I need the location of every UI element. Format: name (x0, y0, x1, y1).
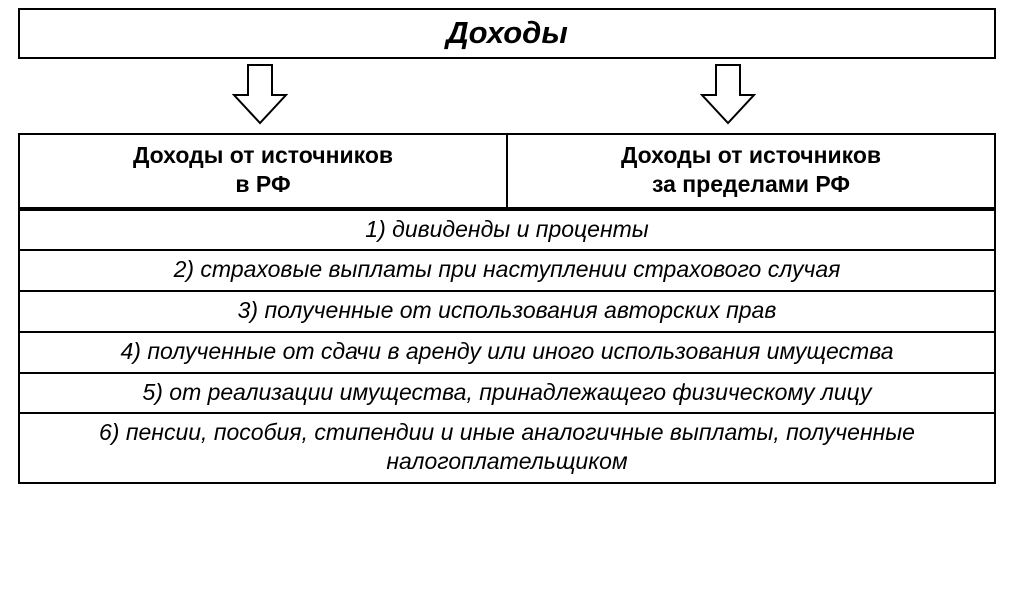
header-left-line2: в РФ (235, 171, 290, 197)
table-row: 3) полученные от использования авторских… (20, 290, 994, 331)
table-row: 5) от реализации имущества, принадлежаще… (20, 372, 994, 413)
arrow-down-icon (698, 63, 758, 125)
title-text: Доходы (446, 15, 568, 50)
header-right: Доходы от источников за пределами РФ (506, 135, 994, 207)
table-row: 1) дивиденды и проценты (20, 209, 994, 250)
diagram-root: Доходы Доходы от источников в РФ Доходы … (0, 0, 1014, 589)
content-table: Доходы от источников в РФ Доходы от исто… (18, 133, 996, 484)
header-left-line1: Доходы от источников (133, 142, 393, 168)
header-row: Доходы от источников в РФ Доходы от исто… (20, 135, 994, 209)
table-row: 6) пенсии, пособия, стипендии и иные ана… (20, 412, 994, 482)
table-row: 2) страховые выплаты при наступлении стр… (20, 249, 994, 290)
arrow-region (18, 63, 996, 129)
header-right-line1: Доходы от источников (621, 142, 881, 168)
table-row: 4) полученные от сдачи в аренду или иног… (20, 331, 994, 372)
header-right-line2: за пределами РФ (652, 171, 850, 197)
header-left: Доходы от источников в РФ (20, 135, 506, 207)
title-box: Доходы (18, 8, 996, 59)
arrow-down-icon (230, 63, 290, 125)
